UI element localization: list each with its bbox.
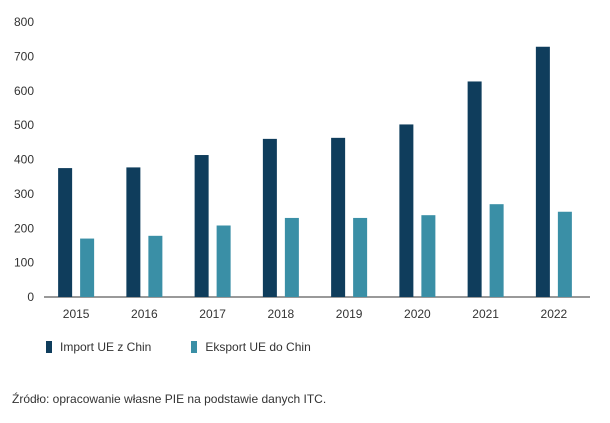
source-note: Źródło: opracowanie własne PIE na podsta… (12, 392, 327, 406)
legend-label-import: Import UE z Chin (60, 340, 152, 354)
y-tick-label: 500 (14, 118, 34, 132)
bar-export-2019 (353, 217, 368, 297)
bar-import-2018 (262, 138, 277, 297)
x-tick-label: 2018 (268, 307, 295, 321)
bar-export-2022 (557, 211, 572, 297)
x-tick-label: 2019 (336, 307, 363, 321)
legend-item-export: Eksport UE do Chin (191, 340, 311, 354)
y-tick-label: 200 (14, 221, 34, 235)
legend: Import UE z Chin Eksport UE do Chin (46, 340, 311, 354)
bars (58, 46, 572, 297)
bar-export-2018 (284, 217, 299, 297)
legend-item-import: Import UE z Chin (46, 340, 151, 354)
x-axis-ticks: 2015 2016 2017 2018 2019 2020 2021 2022 (63, 307, 568, 321)
legend-swatch-export (191, 341, 198, 353)
legend-label-export: Eksport UE do Chin (205, 340, 311, 354)
y-axis-ticks: 0 100 200 300 400 500 600 700 800 (14, 15, 34, 304)
bar-import-2019 (331, 137, 346, 297)
y-tick-label: 800 (14, 15, 34, 29)
bar-export-2021 (489, 204, 504, 297)
x-tick-label: 2020 (404, 307, 431, 321)
y-tick-label: 300 (14, 187, 34, 201)
bar-import-2022 (535, 46, 550, 297)
x-tick-label: 2015 (63, 307, 90, 321)
x-tick-label: 2021 (472, 307, 499, 321)
bar-import-2016 (126, 167, 141, 297)
bar-import-2017 (194, 155, 209, 297)
y-tick-label: 600 (14, 84, 34, 98)
bar-import-2015 (58, 168, 73, 297)
bar-export-2020 (421, 215, 436, 297)
y-tick-label: 0 (27, 290, 34, 304)
bar-import-2021 (467, 81, 482, 297)
y-tick-label: 700 (14, 49, 34, 63)
y-tick-label: 400 (14, 153, 34, 167)
bar-export-2015 (80, 238, 95, 297)
x-tick-label: 2022 (541, 307, 568, 321)
bar-export-2017 (216, 225, 231, 297)
y-tick-label: 100 (14, 256, 34, 270)
legend-swatch-import (46, 341, 52, 353)
bar-import-2020 (399, 124, 414, 297)
bar-export-2016 (148, 235, 163, 297)
x-tick-label: 2017 (199, 307, 226, 321)
x-tick-label: 2016 (131, 307, 158, 321)
